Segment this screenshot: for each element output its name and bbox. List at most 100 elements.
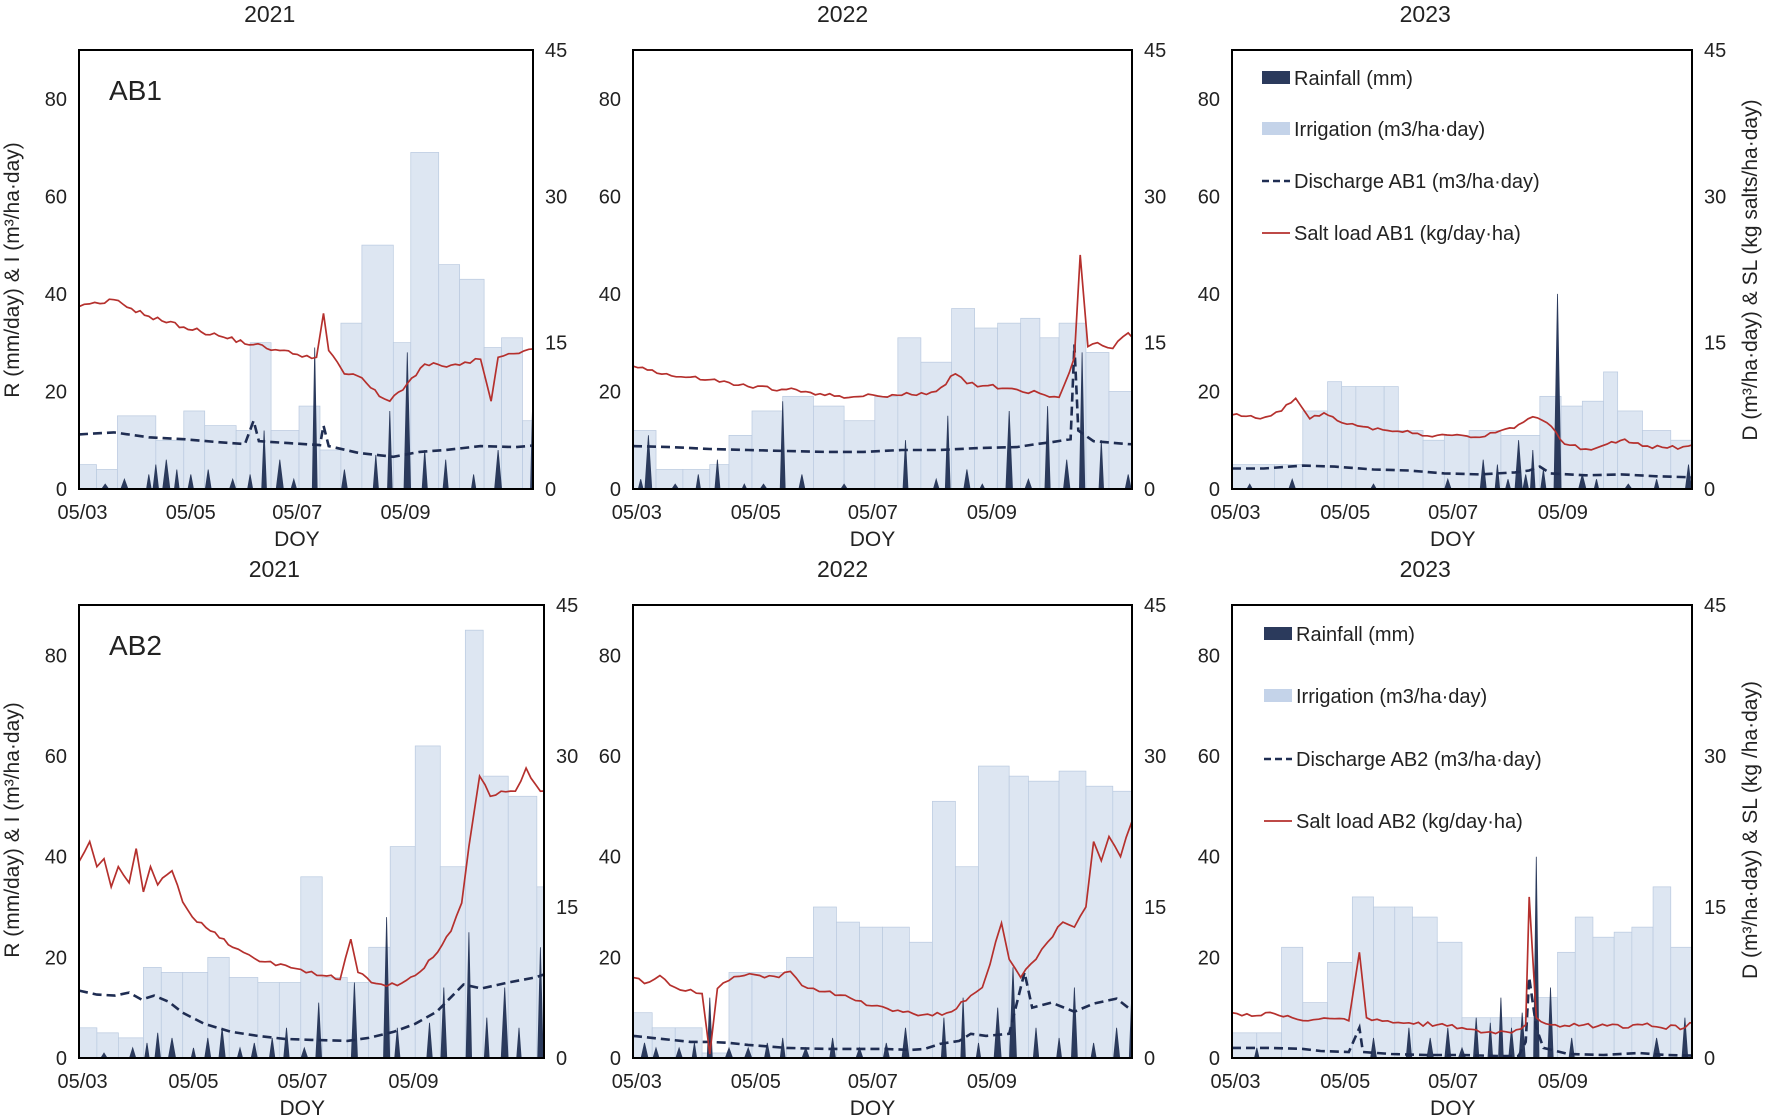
x-tick-label: 05/07 [1428, 502, 1478, 524]
irrigation-bar [320, 450, 341, 489]
ab2-legend: Rainfall (mm) Irrigation (m3/ha·day) Disch… [1264, 624, 1542, 833]
irrigation-bar [558, 957, 579, 1058]
x-tick-label: 05/03 [58, 1071, 108, 1093]
irrigation-bar [1398, 430, 1423, 489]
x-axis-label: DOY [279, 1097, 325, 1120]
right-tick-label: 30 [1704, 746, 1726, 768]
x-tick-label: 05/07 [1428, 1071, 1478, 1093]
x-tick-label: 05/05 [166, 502, 216, 524]
left-tick-label: 40 [599, 284, 621, 306]
panel-title: 2021 [249, 556, 300, 582]
left-tick-label: 80 [1198, 89, 1220, 111]
x-tick-label: 05/05 [731, 502, 781, 524]
right-tick-label: 30 [545, 186, 567, 208]
irrigation-bar [1437, 942, 1462, 1058]
left-tick-label: 60 [1198, 746, 1220, 768]
irrigation-bar [898, 338, 921, 489]
left-tick-label: 0 [56, 1048, 67, 1070]
right-tick-label: 15 [1704, 897, 1726, 919]
irrigation-bar [1412, 917, 1437, 1058]
x-axis-label: DOY [1430, 528, 1476, 551]
left-axis-label-ab1: R (mm/day) & I (m³/ha·day) [1, 142, 24, 398]
left-tick-label: 60 [45, 186, 67, 208]
irrigation-bar [875, 396, 898, 489]
irrigation-bar [975, 328, 998, 489]
right-tick-label: 15 [1144, 897, 1166, 919]
legend-swatch-irrigation [1264, 689, 1292, 702]
legend-label-salt-load: Salt load AB2 (kg/day·ha) [1296, 811, 1523, 833]
irrigation-bar [580, 1028, 601, 1058]
panel-title: 2021 [244, 1, 295, 27]
left-tick-label: 80 [45, 89, 67, 111]
irrigation-bar [952, 309, 975, 489]
left-tick-label: 20 [599, 381, 621, 403]
irrigation-bar [1282, 947, 1303, 1058]
legend-swatch-irrigation [1262, 122, 1290, 135]
x-axis-label: DOY [850, 528, 896, 551]
left-tick-label: 40 [1198, 284, 1220, 306]
x-tick-label: 05/09 [967, 502, 1017, 524]
irrigation-bar [1653, 887, 1671, 1058]
irrigation-bar [347, 983, 368, 1059]
irrigation-bar [1086, 786, 1113, 1058]
irrigation-bar [656, 469, 683, 489]
irrigation-bar [508, 796, 537, 1058]
left-tick-label: 0 [1209, 479, 1220, 501]
irrigation-bar [79, 1028, 97, 1058]
legend-swatch-rainfall [1264, 627, 1292, 640]
irrigation-bar [1174, 907, 1193, 1058]
left-tick-label: 80 [599, 645, 621, 667]
x-tick-label: 05/07 [848, 502, 898, 524]
x-tick-label: 05/09 [1538, 502, 1588, 524]
x-tick-label: 05/07 [278, 1071, 328, 1093]
irrigation-bar [1727, 1013, 1755, 1058]
x-tick-label: 05/09 [1538, 1071, 1588, 1093]
x-tick-label: 05/05 [168, 1071, 218, 1093]
legend-label-salt-load: Salt load AB1 (kg/day·ha) [1294, 223, 1521, 245]
figure-svg: 0 20 40 60 80 0 15 30 45 05/03 05/05 05/07 05/09 DOY 2… [0, 0, 1772, 1120]
irrigation-bar [97, 1033, 118, 1058]
right-tick-label: 45 [1704, 40, 1726, 62]
panel-title: 2023 [1400, 1, 1451, 27]
irrigation-bar [752, 972, 787, 1058]
irrigation-bar [1328, 382, 1342, 489]
irrigation-bar [1374, 907, 1395, 1058]
x-tick-label: 05/03 [57, 502, 107, 524]
x-tick-label: 05/03 [612, 502, 662, 524]
right-tick-label: 45 [545, 40, 567, 62]
irrigation-bar [633, 430, 656, 489]
x-axis-label: DOY [1430, 1097, 1476, 1120]
irrigation-bar [582, 465, 603, 489]
irrigation-bar [1303, 411, 1328, 489]
panel-AB2-2022: 020406080015304505/03 05/05 05/07 05/09DOY2… [599, 556, 1336, 1120]
plot-area [1232, 294, 1762, 489]
left-axis-label-ab2: R (mm/day) & I (m³/ha·day) [1, 702, 24, 958]
x-tick-label: 05/05 [1320, 1071, 1370, 1093]
irrigation-bar [250, 343, 271, 489]
irrigation-bar [79, 465, 96, 489]
irrigation-bar [1193, 967, 1208, 1058]
right-tick-label: 45 [556, 595, 578, 617]
irrigation-bar [117, 416, 155, 489]
irrigation-bar [258, 983, 279, 1059]
right-tick-label: 0 [556, 1048, 567, 1070]
panel-AB1-2022: 020406080015304505/03 05/05 05/07 05/09DOY2… [599, 1, 1213, 551]
panel-title: 2023 [1400, 556, 1451, 582]
left-tick-label: 20 [45, 947, 67, 969]
irrigation-bar [341, 323, 362, 489]
x-tick-label: 05/09 [388, 1071, 438, 1093]
right-tick-label: 30 [1704, 186, 1726, 208]
x-tick-label: 05/09 [967, 1071, 1017, 1093]
x-tick-label: 05/09 [380, 502, 430, 524]
right-tick-label: 45 [1144, 595, 1166, 617]
site-label: AB2 [109, 630, 162, 661]
left-tick-label: 60 [599, 746, 621, 768]
x-axis-label: DOY [850, 1097, 896, 1120]
irrigation-bar [1170, 455, 1189, 489]
left-tick-label: 60 [599, 186, 621, 208]
irrigation-bar [909, 942, 932, 1058]
ab1-legend: Rainfall (mm)Irrigation (m3/ha·day)Disch… [1262, 68, 1540, 245]
irrigation-bar [955, 867, 978, 1058]
right-axis-label-ab2: D (m³/ha·day) & SL (kg /ha·day) [1739, 681, 1762, 979]
irrigation-bar [1423, 440, 1444, 489]
